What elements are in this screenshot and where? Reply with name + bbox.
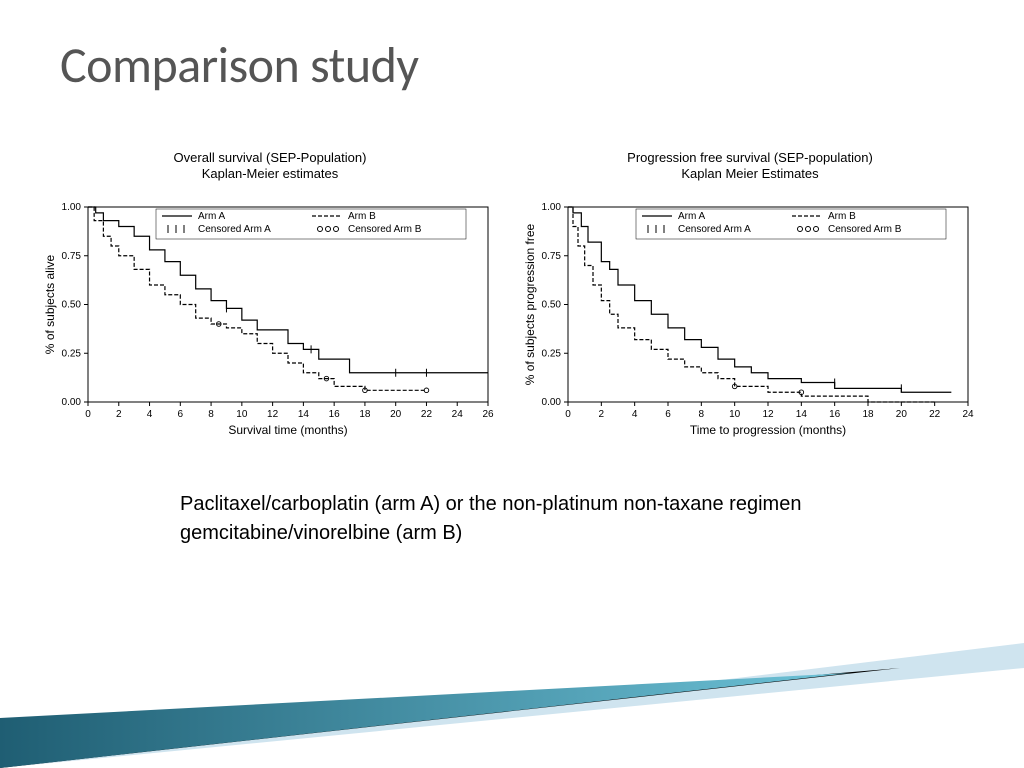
- slide: { "title": "Comparison study", "caption"…: [0, 0, 1024, 768]
- svg-text:Censored Arm A: Censored Arm A: [678, 224, 751, 235]
- svg-text:0: 0: [85, 409, 91, 420]
- page-title: Comparison study: [60, 35, 419, 96]
- svg-text:0.00: 0.00: [542, 397, 562, 408]
- decor-band-light: [0, 643, 1024, 768]
- chart-right-title-line2: Kaplan Meier Estimates: [681, 166, 818, 181]
- charts-row: Overall survival (SEP-Population) Kaplan…: [40, 150, 980, 457]
- svg-text:14: 14: [796, 409, 808, 420]
- chart-right-title-line1: Progression free survival (SEP-populatio…: [627, 150, 873, 165]
- svg-text:Survival time (months): Survival time (months): [228, 423, 347, 437]
- decor-black: [0, 668, 900, 768]
- svg-text:2: 2: [599, 409, 605, 420]
- chart-left-title-line2: Kaplan-Meier estimates: [202, 166, 339, 181]
- svg-text:Arm B: Arm B: [828, 211, 856, 222]
- svg-text:6: 6: [178, 409, 184, 420]
- svg-text:22: 22: [929, 409, 941, 420]
- svg-text:2: 2: [116, 409, 122, 420]
- svg-text:6: 6: [665, 409, 671, 420]
- chart-right-svg: 0.000.250.500.751.0002468101214161820222…: [520, 187, 980, 457]
- chart-right-title: Progression free survival (SEP-populatio…: [520, 150, 980, 183]
- svg-text:8: 8: [208, 409, 214, 420]
- svg-text:10: 10: [729, 409, 741, 420]
- svg-text:20: 20: [896, 409, 908, 420]
- svg-text:22: 22: [421, 409, 433, 420]
- svg-text:12: 12: [267, 409, 279, 420]
- svg-text:18: 18: [862, 409, 874, 420]
- chart-progression-free: Progression free survival (SEP-populatio…: [520, 150, 980, 457]
- svg-text:20: 20: [390, 409, 402, 420]
- svg-text:24: 24: [452, 409, 464, 420]
- svg-text:26: 26: [482, 409, 494, 420]
- svg-text:% of subjects progression free: % of subjects progression free: [523, 223, 537, 385]
- svg-text:8: 8: [699, 409, 705, 420]
- decoration-triangles: [0, 588, 1024, 768]
- svg-text:1.00: 1.00: [62, 202, 82, 213]
- chart-left-title: Overall survival (SEP-Population) Kaplan…: [40, 150, 500, 183]
- svg-text:Censored Arm A: Censored Arm A: [198, 224, 271, 235]
- svg-text:% of subjects alive: % of subjects alive: [43, 254, 57, 354]
- svg-text:10: 10: [236, 409, 248, 420]
- svg-text:4: 4: [632, 409, 638, 420]
- svg-text:Time to progression (months): Time to progression (months): [690, 423, 846, 437]
- svg-text:0: 0: [565, 409, 571, 420]
- svg-text:14: 14: [298, 409, 310, 420]
- svg-text:0.25: 0.25: [62, 348, 82, 359]
- svg-text:Censored Arm B: Censored Arm B: [828, 224, 902, 235]
- svg-text:0.25: 0.25: [542, 348, 562, 359]
- svg-text:Arm A: Arm A: [678, 211, 706, 222]
- svg-text:0.00: 0.00: [62, 397, 82, 408]
- chart-overall-survival: Overall survival (SEP-Population) Kaplan…: [40, 150, 500, 457]
- svg-text:Arm B: Arm B: [348, 211, 376, 222]
- svg-text:Censored Arm B: Censored Arm B: [348, 224, 422, 235]
- chart-left-title-line1: Overall survival (SEP-Population): [174, 150, 367, 165]
- svg-text:16: 16: [329, 409, 341, 420]
- decor-teal: [0, 673, 850, 768]
- svg-text:0.50: 0.50: [62, 299, 82, 310]
- svg-text:1.00: 1.00: [542, 202, 562, 213]
- svg-text:0.75: 0.75: [62, 250, 82, 261]
- svg-text:24: 24: [962, 409, 974, 420]
- svg-text:0.75: 0.75: [542, 250, 562, 261]
- svg-text:Arm A: Arm A: [198, 211, 226, 222]
- svg-text:16: 16: [829, 409, 841, 420]
- caption: Paclitaxel/carboplatin (arm A) or the no…: [180, 490, 880, 548]
- svg-text:12: 12: [762, 409, 774, 420]
- svg-text:4: 4: [147, 409, 153, 420]
- svg-text:0.50: 0.50: [542, 299, 562, 310]
- svg-text:18: 18: [359, 409, 371, 420]
- chart-left-svg: 0.000.250.500.751.0002468101214161820222…: [40, 187, 500, 457]
